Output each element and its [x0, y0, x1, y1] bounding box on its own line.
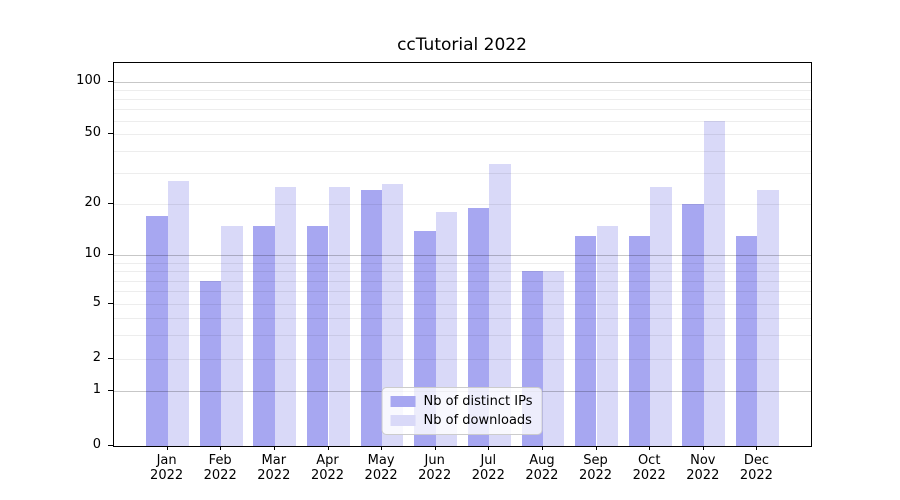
- y-tick-mark: [108, 133, 113, 135]
- y-tick-mark: [108, 303, 113, 305]
- y-tick-mark: [108, 445, 113, 446]
- y-tick-mark: [108, 81, 113, 82]
- x-tick-mark: [220, 446, 222, 450]
- minor-gridline: [114, 108, 811, 110]
- bar-feb-distinct-ips: [199, 280, 222, 446]
- x-tick-label: Jan 2022: [150, 453, 184, 483]
- bar-nov-distinct-ips: [682, 204, 704, 446]
- bar-jan-distinct-ips: [146, 216, 168, 446]
- minor-gridline: [114, 291, 811, 293]
- y-tick-label: 100: [76, 73, 101, 88]
- legend-label-distinct-ips: Nb of distinct IPs: [423, 394, 533, 409]
- x-tick-label: Sep 2022: [578, 453, 613, 483]
- bar-may-downloads: [382, 184, 404, 446]
- minor-gridline: [114, 173, 811, 175]
- bar-apr-downloads: [328, 187, 350, 446]
- plot-area: [113, 62, 812, 447]
- bar-oct-distinct-ips: [628, 236, 651, 446]
- x-tick-label: Feb 2022: [203, 453, 237, 483]
- x-tick-mark: [649, 446, 651, 450]
- y-tick-label: 1: [92, 382, 101, 397]
- x-tick-label: May 2022: [364, 453, 398, 483]
- bar-dec-distinct-ips: [735, 236, 758, 446]
- legend-swatch-downloads: [390, 415, 416, 426]
- bar-aug-downloads: [542, 271, 565, 446]
- bar-nov-downloads: [703, 120, 726, 446]
- bar-jan-downloads: [167, 181, 189, 446]
- x-tick-mark: [166, 446, 168, 450]
- minor-gridline: [114, 359, 811, 360]
- y-tick-label: 20: [84, 195, 101, 211]
- legend-item-distinct-ips: Nb of distinct IPs: [390, 394, 533, 409]
- minor-gridline: [114, 89, 811, 91]
- minor-gridline: [114, 204, 811, 206]
- x-tick-mark: [327, 446, 329, 450]
- minor-gridline: [114, 120, 811, 122]
- bar-oct-downloads: [650, 187, 672, 446]
- minor-gridline: [114, 271, 811, 272]
- x-tick-label: Apr 2022: [310, 453, 345, 483]
- x-tick-mark: [488, 446, 490, 450]
- x-tick-mark: [273, 446, 275, 450]
- x-tick-label: Jul 2022: [471, 453, 505, 483]
- minor-gridline: [114, 280, 811, 282]
- major-gridline: [114, 82, 811, 83]
- x-tick-mark: [381, 446, 383, 450]
- x-tick-mark: [756, 446, 758, 450]
- minor-gridline: [114, 334, 811, 336]
- y-tick-label: 50: [84, 125, 101, 141]
- y-tick-label: 2: [92, 350, 101, 365]
- chart-title: ccTutorial 2022: [397, 35, 527, 55]
- bar-jul-distinct-ips: [467, 208, 490, 446]
- x-tick-label: Nov 2022: [686, 453, 720, 483]
- minor-gridline: [114, 317, 811, 319]
- y-tick-mark: [108, 254, 113, 256]
- x-tick-label: Dec 2022: [739, 453, 773, 483]
- minor-gridline: [114, 304, 811, 306]
- legend-label-downloads: Nb of downloads: [423, 413, 532, 428]
- x-tick-label: Mar 2022: [257, 453, 291, 483]
- x-tick-mark: [541, 446, 543, 450]
- x-tick-mark: [702, 446, 704, 450]
- bar-sep-distinct-ips: [575, 236, 597, 446]
- x-tick-label: Aug 2022: [525, 453, 559, 483]
- x-tick-mark: [595, 446, 597, 450]
- minor-gridline: [114, 262, 811, 264]
- y-tick-label: 0: [92, 437, 101, 452]
- minor-gridline: [114, 151, 811, 153]
- y-tick-mark: [108, 358, 113, 359]
- legend-item-downloads: Nb of downloads: [390, 413, 533, 428]
- y-tick-mark: [108, 203, 113, 205]
- x-tick-label: Oct 2022: [632, 453, 666, 483]
- bar-mar-downloads: [274, 187, 297, 446]
- grid-layer: [114, 63, 811, 446]
- y-tick-mark: [108, 390, 113, 391]
- minor-gridline: [114, 98, 811, 100]
- y-tick-label: 10: [84, 246, 101, 262]
- legend: Nb of distinct IPs Nb of downloads: [381, 387, 543, 435]
- x-tick-label: Jun 2022: [418, 453, 452, 483]
- y-tick-label: 5: [92, 295, 101, 311]
- minor-gridline: [114, 134, 811, 136]
- x-tick-mark: [434, 446, 436, 450]
- legend-swatch-distinct-ips: [390, 396, 416, 407]
- major-gridline: [114, 255, 811, 257]
